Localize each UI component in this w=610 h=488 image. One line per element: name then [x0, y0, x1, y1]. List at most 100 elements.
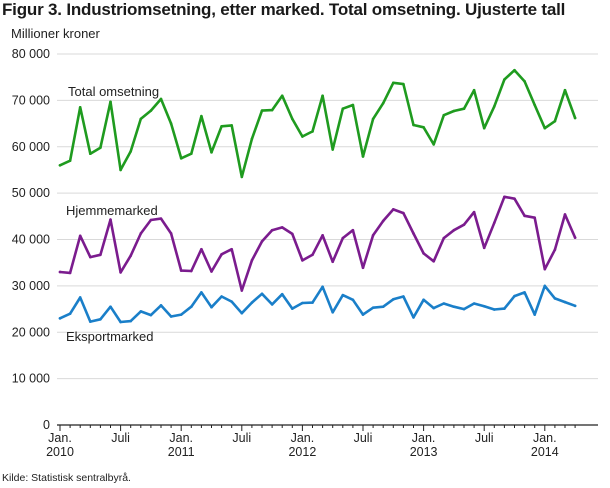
- data-point: [412, 232, 415, 235]
- data-point: [250, 137, 254, 141]
- data-point: [159, 304, 163, 307]
- chart-title: Figur 3. Industriomsetning, etter marked…: [2, 0, 566, 19]
- data-point: [58, 270, 62, 274]
- x-tick-label: Juli: [354, 431, 373, 445]
- data-point: [89, 255, 92, 259]
- data-point: [341, 293, 345, 297]
- data-point: [200, 291, 203, 294]
- series-line-eksportmarked: [58, 284, 577, 324]
- data-point: [442, 236, 446, 240]
- data-point: [533, 216, 536, 220]
- data-point: [402, 211, 405, 215]
- data-point: [452, 109, 456, 113]
- data-point: [190, 152, 193, 156]
- data-point: [371, 234, 375, 237]
- x-tick-year-label: 2010: [46, 445, 74, 459]
- data-point: [149, 313, 153, 317]
- data-point: [280, 226, 284, 229]
- data-point: [301, 135, 304, 138]
- data-point: [119, 271, 122, 274]
- data-point: [482, 304, 486, 308]
- data-point: [341, 107, 345, 111]
- data-point: [301, 301, 304, 305]
- data-point: [371, 306, 375, 309]
- data-point: [493, 308, 496, 311]
- data-point: [200, 247, 203, 251]
- data-point: [422, 125, 425, 129]
- data-point: [513, 197, 516, 200]
- data-point: [250, 301, 254, 304]
- data-point: [129, 254, 132, 258]
- data-point: [139, 117, 143, 121]
- y-tick-label: 70 000: [12, 93, 50, 107]
- data-point: [392, 81, 395, 85]
- data-point: [270, 228, 274, 232]
- x-tick-label: Jan.: [533, 431, 557, 445]
- y-tick-label: 60 000: [12, 140, 50, 154]
- data-point: [119, 320, 122, 324]
- data-point: [361, 266, 365, 270]
- annotation-hjemmemarked: Hjemmemarked: [66, 203, 158, 218]
- data-point: [311, 301, 314, 304]
- x-tick-label: Jan.: [48, 431, 72, 445]
- data-point: [331, 148, 335, 151]
- x-tick-year-label: 2014: [531, 445, 559, 459]
- data-point: [573, 304, 577, 308]
- data-point: [149, 109, 153, 112]
- data-point: [230, 247, 233, 251]
- data-point: [553, 119, 557, 123]
- data-point: [442, 113, 446, 117]
- data-point: [381, 101, 385, 105]
- data-point: [190, 269, 193, 273]
- y-tick-label: 20 000: [12, 325, 50, 339]
- data-point: [210, 305, 213, 309]
- data-point: [341, 236, 345, 240]
- data-point: [260, 292, 264, 296]
- data-point: [543, 267, 547, 271]
- data-point: [422, 252, 425, 255]
- data-point: [321, 94, 324, 98]
- data-point: [58, 317, 62, 320]
- data-point: [58, 164, 62, 167]
- data-point: [139, 310, 143, 313]
- data-point: [109, 305, 112, 309]
- data-point: [260, 109, 264, 112]
- data-point: [462, 223, 466, 226]
- data-point: [169, 122, 173, 125]
- data-point: [109, 100, 112, 104]
- data-point: [68, 271, 72, 275]
- data-point: [493, 221, 496, 225]
- data-point: [462, 307, 466, 311]
- x-tick-label: Jan.: [291, 431, 315, 445]
- series-annotations: Total omsetning Hjemmemarked Eksportmark…: [66, 84, 159, 344]
- y-axis-label: Millioner kroner: [11, 26, 100, 41]
- y-tick-label: 30 000: [12, 279, 50, 293]
- data-point: [179, 157, 183, 160]
- data-point: [553, 248, 557, 252]
- data-point: [513, 68, 516, 72]
- data-point: [169, 315, 173, 318]
- data-point: [179, 269, 183, 272]
- series-line-total-omsetning: [58, 68, 577, 179]
- x-tick-label: Jan.: [412, 431, 436, 445]
- data-point: [230, 300, 233, 303]
- source-note: Kilde: Statistisk sentralbyrå.: [2, 472, 131, 484]
- data-point: [230, 124, 233, 127]
- annotation-eksportmarked: Eksportmarked: [66, 329, 153, 344]
- data-point: [78, 234, 82, 238]
- data-point: [523, 291, 526, 294]
- data-point: [220, 295, 223, 298]
- data-point: [149, 218, 153, 222]
- data-point: [392, 298, 395, 301]
- data-point: [321, 234, 324, 237]
- x-tick-label: Jan.: [169, 431, 193, 445]
- data-point: [240, 311, 244, 315]
- data-point: [78, 106, 82, 109]
- data-point: [220, 253, 223, 256]
- data-point: [432, 143, 436, 146]
- data-point: [472, 210, 476, 214]
- data-point: [270, 303, 274, 306]
- x-tick-label: Juli: [111, 431, 130, 445]
- data-point: [99, 317, 102, 321]
